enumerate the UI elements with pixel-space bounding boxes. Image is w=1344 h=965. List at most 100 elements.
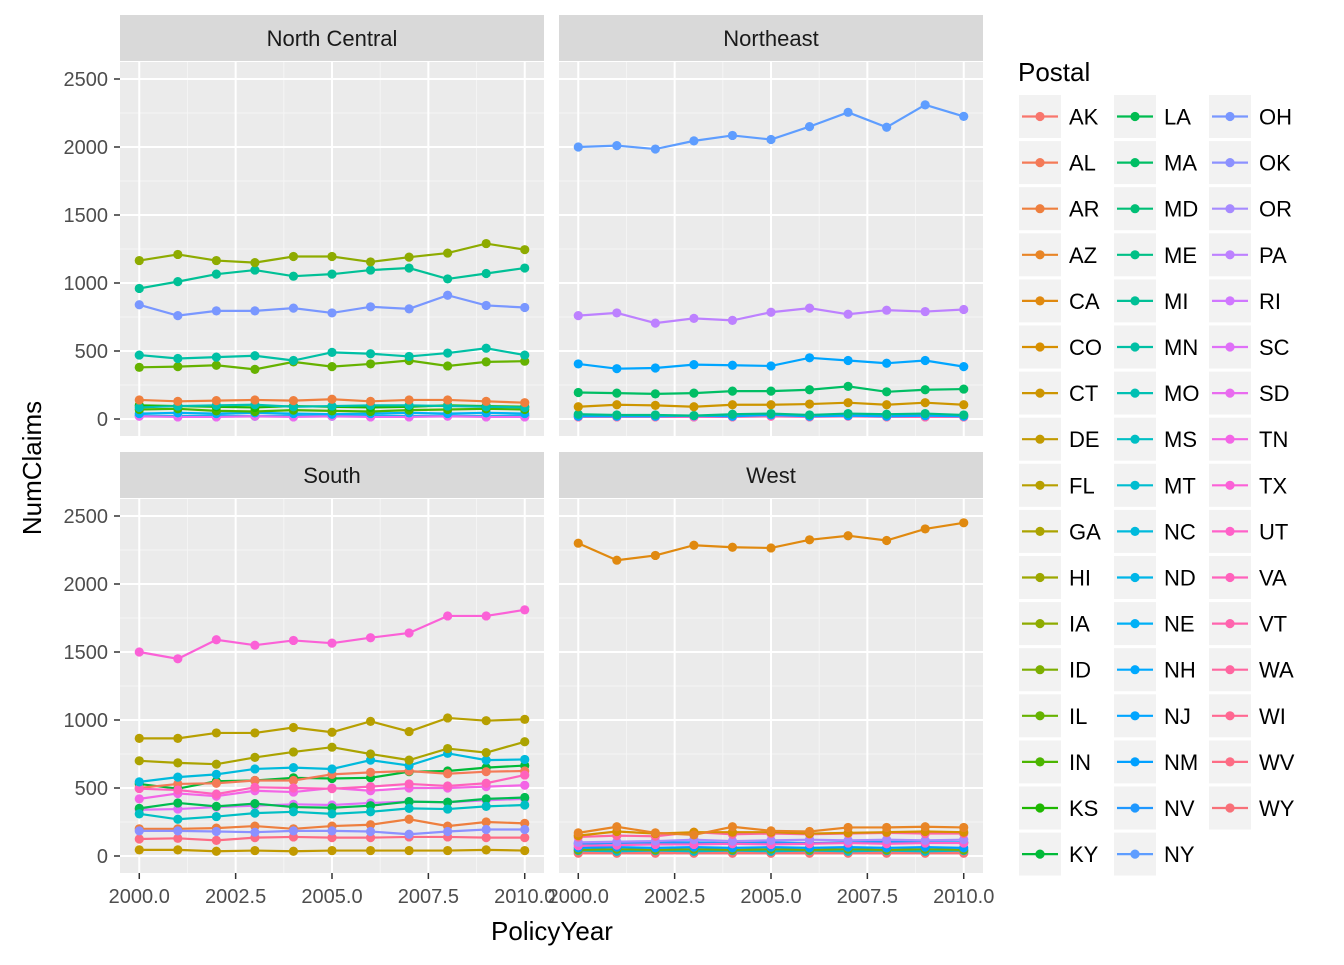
facet-strip <box>559 15 983 61</box>
x-tick-label: 2007.5 <box>398 886 459 908</box>
data-point-ms <box>211 811 221 822</box>
data-point-oh <box>211 306 221 316</box>
legend-key-point <box>1130 803 1140 813</box>
y-tick-label: 1000 <box>64 273 109 295</box>
legend-item-wv: WV <box>1209 740 1295 784</box>
data-point-ok <box>211 826 221 837</box>
data-point-mn <box>520 350 530 360</box>
data-point-ia <box>134 255 144 266</box>
data-point-or <box>920 835 930 845</box>
data-point-va <box>443 781 453 791</box>
data-point-mi <box>327 269 337 279</box>
data-point-me <box>959 410 969 420</box>
data-point-va <box>327 784 337 794</box>
data-point-fl <box>327 727 337 737</box>
data-point-ms <box>443 804 453 814</box>
data-point-ia <box>173 249 183 260</box>
legend-item-wi: WI <box>1209 694 1286 738</box>
data-point-ct <box>650 400 660 410</box>
legend-key-point <box>1035 665 1045 675</box>
legend-label: VA <box>1259 566 1287 591</box>
legend-item-sc: SC <box>1209 325 1290 369</box>
data-point-ny <box>882 122 892 132</box>
legend-key-point <box>1225 204 1235 214</box>
x-axis-title: PolicyYear <box>491 916 613 946</box>
legend-item-mt: MT <box>1114 463 1196 507</box>
data-point-mi <box>211 269 221 279</box>
data-point-de <box>250 845 260 856</box>
legend-label: LA <box>1164 105 1191 130</box>
legend-item-ca: CA <box>1019 279 1100 323</box>
legend-label: GA <box>1069 519 1101 544</box>
legend-item-az: AZ <box>1019 233 1097 277</box>
legend-item-id: ID <box>1019 648 1091 692</box>
data-point-oh <box>327 308 337 318</box>
data-point-nj <box>689 360 699 370</box>
data-point-nj <box>843 355 853 366</box>
legend-label: NH <box>1164 658 1196 683</box>
data-point-mi <box>134 283 144 294</box>
legend-item-al: AL <box>1019 141 1096 185</box>
data-point-me <box>650 410 660 420</box>
legend-label: FL <box>1069 473 1095 498</box>
data-point-nc <box>211 769 221 780</box>
legend-label: CT <box>1069 381 1098 406</box>
legend-key-point <box>1225 250 1235 260</box>
data-point-de <box>365 845 376 856</box>
legend-item-in: IN <box>1019 740 1091 784</box>
data-point-ny <box>804 122 815 132</box>
data-point-oh <box>443 290 453 300</box>
legend-key-point <box>1225 711 1235 721</box>
legend-key-point <box>1035 111 1045 122</box>
y-tick-label: 500 <box>75 341 108 363</box>
data-point-ar <box>481 817 491 827</box>
legend-label: KY <box>1069 842 1099 867</box>
legend-item-md: MD <box>1114 187 1198 231</box>
data-point-pa <box>766 307 776 317</box>
data-point-oh <box>520 302 530 313</box>
legend-key-point <box>1130 619 1140 629</box>
y-tick-label: 1000 <box>64 710 109 732</box>
legend-label: AK <box>1069 105 1099 130</box>
data-point-ca <box>843 531 853 541</box>
data-point-nc <box>250 764 260 774</box>
legend-key-point <box>1130 665 1140 675</box>
data-point-ia <box>250 258 260 268</box>
data-point-oh <box>134 300 144 310</box>
data-point-nc <box>173 772 183 782</box>
data-point-or <box>727 836 738 846</box>
legend-key-point <box>1130 434 1140 444</box>
data-point-al <box>288 775 299 786</box>
legend-item-ma: MA <box>1114 141 1197 185</box>
legend-label: CO <box>1069 335 1102 360</box>
data-point-ct <box>727 400 738 410</box>
legend-key-point <box>1035 711 1045 721</box>
data-point-va <box>404 779 414 789</box>
legend-label: WV <box>1259 750 1295 775</box>
data-point-de <box>520 845 530 856</box>
legend-label: NM <box>1164 750 1198 775</box>
facet-strip <box>120 15 544 61</box>
data-point-me <box>766 408 776 419</box>
legend-label: NC <box>1164 519 1196 544</box>
data-point-pa <box>843 309 853 319</box>
x-tick-label: 2010.0 <box>494 886 555 908</box>
data-point-ms <box>173 814 183 824</box>
data-point-fl <box>173 733 183 743</box>
data-point-ia <box>211 255 221 266</box>
data-point-az <box>959 822 969 833</box>
data-point-il <box>443 361 453 371</box>
data-point-il <box>173 362 183 372</box>
data-point-me <box>843 408 853 419</box>
legend-label: MI <box>1164 289 1188 314</box>
legend-key-point <box>1225 480 1235 490</box>
data-point-fl <box>404 726 414 737</box>
data-point-me <box>882 409 892 419</box>
data-point-nc <box>327 764 337 774</box>
data-point-mn <box>365 349 376 359</box>
legend-key-point <box>1130 572 1140 583</box>
data-point-il <box>327 362 337 372</box>
legend-key-point <box>1225 342 1235 352</box>
data-point-de <box>134 845 144 855</box>
data-point-ma <box>727 386 738 396</box>
